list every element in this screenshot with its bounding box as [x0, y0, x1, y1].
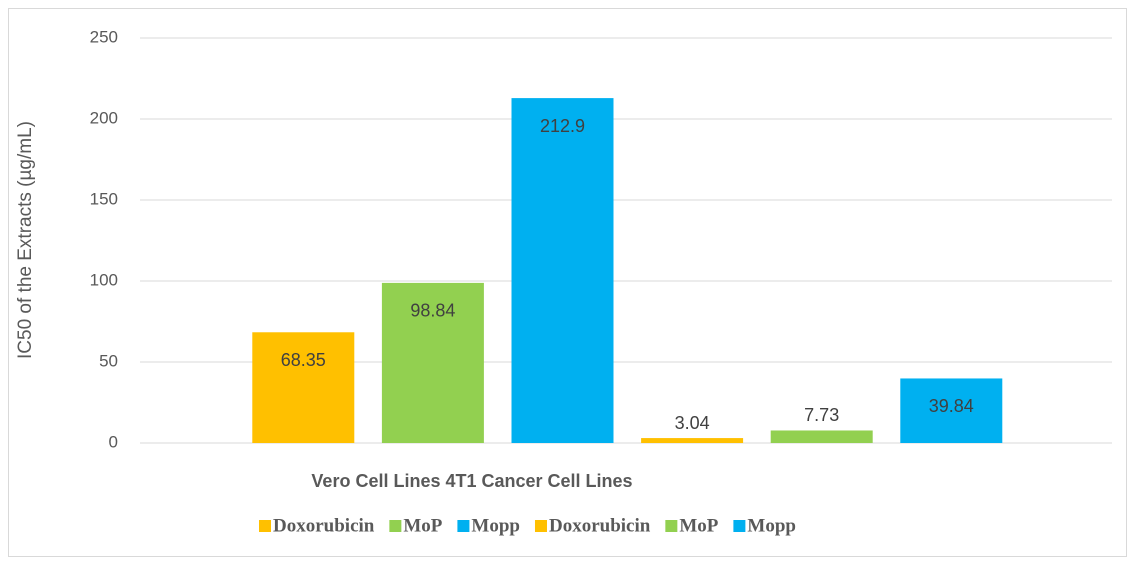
legend-swatch	[733, 520, 746, 532]
bar	[511, 98, 614, 444]
bar	[770, 430, 873, 443]
legend-label: MoP	[403, 515, 442, 536]
legend-swatch	[457, 520, 470, 532]
data-label: 212.9	[540, 116, 585, 136]
y-tick-label: 150	[90, 189, 118, 208]
y-tick-label: 50	[99, 351, 118, 370]
bar	[252, 332, 355, 443]
y-tick-label: 0	[109, 432, 118, 451]
bar	[641, 438, 744, 443]
legend-swatch	[665, 520, 678, 532]
legend-label: MoP	[679, 515, 718, 536]
bar	[900, 378, 1003, 443]
data-label: 68.35	[281, 350, 326, 370]
y-tick-label: 100	[90, 270, 118, 289]
legend-label: Mopp	[747, 515, 796, 536]
data-label: 7.73	[804, 405, 839, 425]
legend-label: Doxorubicin	[549, 515, 651, 536]
bar	[381, 282, 484, 443]
data-label: 98.84	[410, 301, 455, 321]
x-axis-label: Vero Cell Lines 4T1 Cancer Cell Lines	[311, 471, 632, 491]
legend-swatch	[259, 520, 271, 532]
y-tick-label: 250	[90, 27, 118, 46]
data-label: 39.84	[929, 396, 974, 416]
y-tick-label: 200	[90, 108, 118, 127]
data-label: 3.04	[675, 413, 710, 433]
legend-swatch	[389, 520, 402, 532]
legend-swatch	[534, 520, 547, 532]
y-axis-label: IC50 of the Extracts (µg/mL)	[15, 121, 36, 359]
legend-label: Mopp	[471, 515, 520, 536]
legend-label: Doxorubicin	[273, 515, 375, 536]
